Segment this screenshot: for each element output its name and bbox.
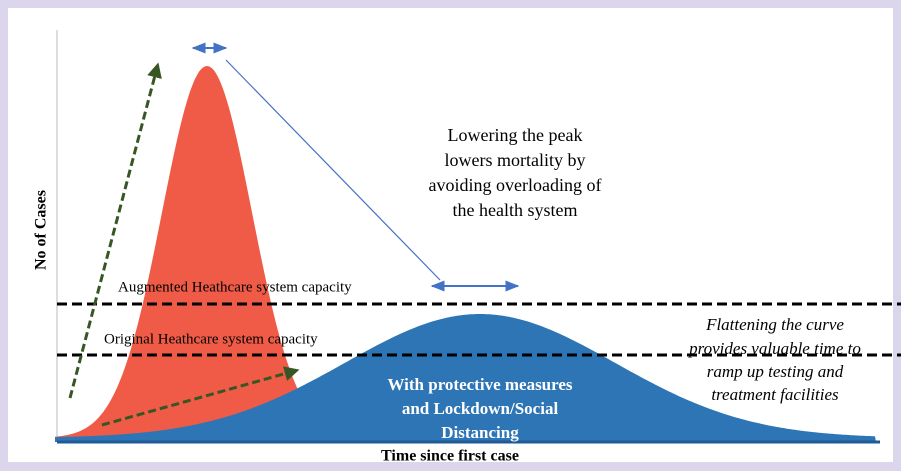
peak-curve [55,66,360,442]
steep-growth-arrow [68,62,162,399]
note-line: avoiding overloading of [429,175,602,195]
note-line: ramp up testing and [707,362,844,381]
note-line: Lowering the peak [448,125,583,145]
y-axis-label: No of Cases [33,190,50,270]
note-line: the health system [453,200,578,220]
note-line: lowers mortality by [445,150,586,170]
augmented-capacity-label: Augmented Heathcare system capacity [118,279,352,295]
original-capacity-label: Original Heathcare system capacity [104,331,318,347]
note-line: With protective measures [387,375,572,394]
note-line: treatment facilities [711,385,839,404]
x-axis-label: Time since first case [381,448,519,465]
note-line: provides valuable time to [688,339,861,358]
note-line: and Lockdown/Social [402,399,559,418]
protective-note: With protective measures and Lockdown/So… [387,375,572,442]
note-line: Flattening the curve [705,315,844,334]
slow-growth-arrow [101,366,300,427]
connector [225,59,441,281]
flatten-note: Flattening the curve provides valuable t… [688,315,861,404]
flat-curve [55,314,876,442]
peak-note: Lowering the peak lowers mortality by av… [429,125,602,220]
note-line: Distancing [441,423,519,442]
